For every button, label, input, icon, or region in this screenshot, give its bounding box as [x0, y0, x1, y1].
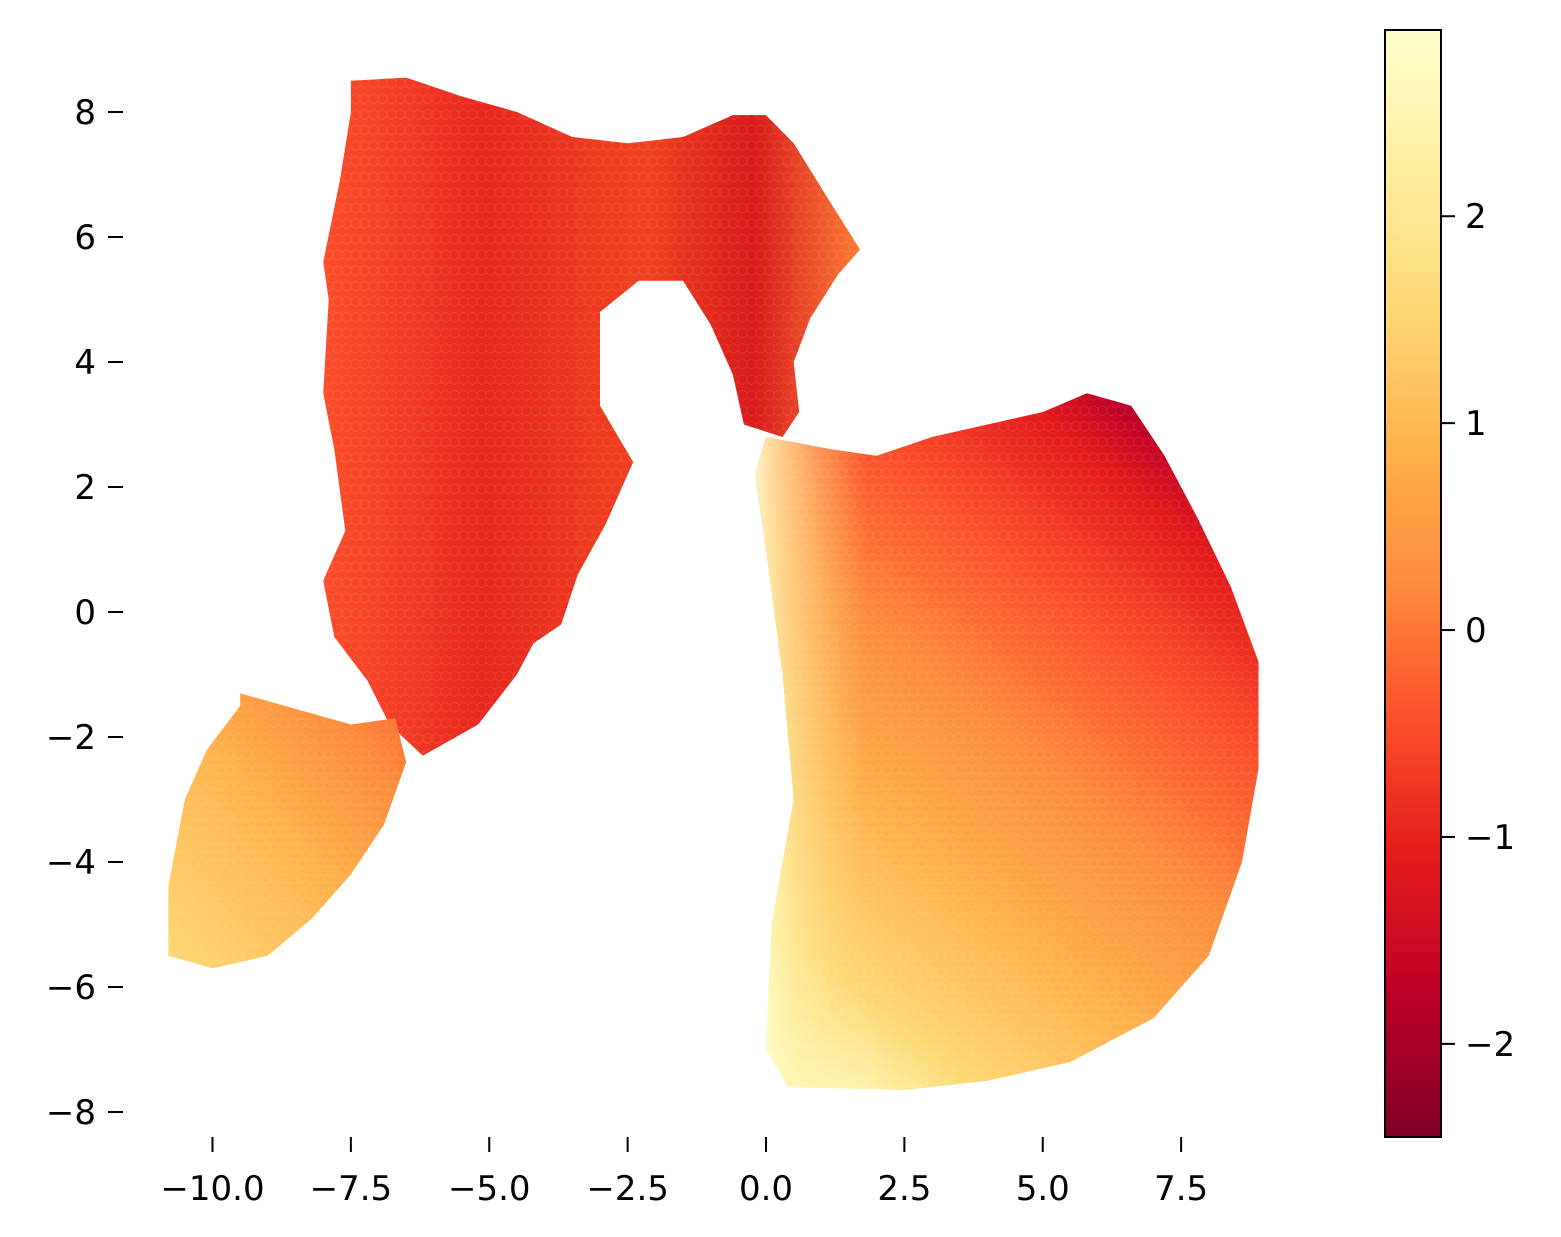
y-tick-label: −4	[46, 843, 96, 883]
y-tick-label: −8	[46, 1093, 96, 1133]
tail-texture	[168, 693, 407, 969]
plot-area	[168, 77, 1259, 1091]
hexbin-region-lower-left-tail	[168, 693, 407, 969]
y-tick-label: −2	[46, 718, 96, 758]
hexbin-region-right-lobe	[754, 393, 1259, 1091]
y-tick-label: 2	[74, 468, 96, 508]
right-lobe-texture	[754, 393, 1259, 1091]
y-axis: 8 6 4 2 0 −2 −4 −6 −8	[46, 93, 123, 1133]
hexbin-region-upper-left-arm	[323, 77, 861, 756]
x-tick-label: 7.5	[1154, 1169, 1208, 1209]
colorbar-ticks: 2 1 0 −1 −2	[1441, 197, 1515, 1065]
y-tick-label: 4	[74, 343, 96, 383]
upper-arm-texture	[323, 77, 861, 756]
x-tick-label: −2.5	[586, 1169, 669, 1209]
x-tick-label: −10.0	[160, 1169, 264, 1209]
colorbar-tick-label: −1	[1465, 818, 1515, 858]
colorbar-gradient-bar	[1384, 29, 1442, 1138]
colorbar-tick-label: 0	[1465, 611, 1487, 651]
colorbar: 2 1 0 −1 −2	[1384, 29, 1515, 1138]
y-tick-label: 0	[74, 593, 96, 633]
colorbar-tick-label: 2	[1465, 197, 1487, 237]
x-tick-label: 0.0	[739, 1169, 793, 1209]
colorbar-tick-label: −2	[1465, 1025, 1515, 1065]
x-tick-label: 2.5	[877, 1169, 931, 1209]
x-axis: −10.0 −7.5 −5.0 −2.5 0.0 2.5 5.0 7.5	[160, 1137, 1208, 1209]
colorbar-tick-label: 1	[1465, 404, 1487, 444]
x-tick-label: 5.0	[1016, 1169, 1070, 1209]
x-tick-label: −7.5	[310, 1169, 393, 1209]
x-tick-label: −5.0	[448, 1169, 531, 1209]
y-tick-label: 8	[74, 93, 96, 133]
y-tick-label: −6	[46, 968, 96, 1008]
y-tick-label: 6	[74, 218, 96, 258]
